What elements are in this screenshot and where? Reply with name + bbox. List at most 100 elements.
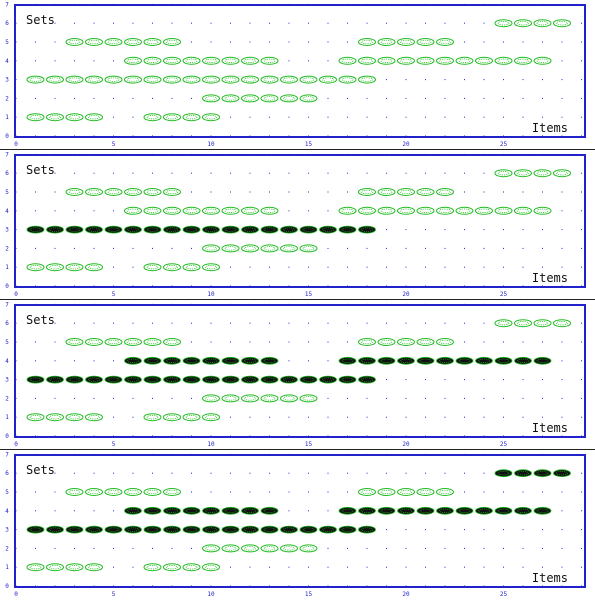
grid-dot — [288, 566, 290, 568]
data-point — [553, 169, 571, 178]
data-point-pattern — [419, 339, 432, 345]
grid-dot — [405, 116, 407, 118]
data-point-pattern — [205, 58, 217, 63]
grid-dot — [581, 191, 582, 193]
data-point — [514, 169, 532, 178]
grid-dot — [581, 322, 582, 324]
grid-dot — [93, 397, 95, 399]
data-point — [377, 338, 396, 346]
grid-dot — [308, 266, 309, 268]
grid-dot — [425, 529, 426, 531]
grid-dot — [347, 322, 348, 324]
grid-dot — [483, 22, 485, 24]
grid-dot — [113, 397, 114, 399]
data-point — [319, 375, 337, 384]
grid-dot — [405, 566, 407, 568]
grid-dot — [405, 397, 407, 399]
data-point — [124, 375, 142, 384]
data-point — [65, 375, 84, 384]
grid-dot — [191, 247, 192, 249]
grid-dot — [503, 79, 504, 81]
grid-dot — [581, 360, 582, 362]
grid-dot — [152, 547, 153, 549]
data-point — [163, 375, 181, 384]
grid-dot — [386, 97, 387, 99]
grid-dot — [327, 360, 329, 362]
data-point — [397, 38, 415, 46]
grid-dot — [269, 472, 270, 474]
data-point — [202, 413, 220, 422]
data-point-pattern — [166, 58, 178, 63]
data-point — [104, 225, 123, 234]
data-point — [202, 244, 220, 253]
data-point — [202, 525, 220, 534]
grid-dot — [444, 322, 446, 324]
grid-dot — [269, 416, 270, 418]
grid-dot — [405, 416, 407, 418]
data-point — [533, 506, 552, 515]
set-row-5 — [65, 488, 454, 496]
grid-dot — [191, 97, 192, 99]
data-point — [416, 356, 435, 365]
grid-dot — [288, 116, 290, 118]
data-point — [416, 506, 435, 515]
grid-dot — [483, 379, 485, 381]
data-point — [455, 506, 474, 515]
grid-dot — [74, 210, 75, 212]
data-point-pattern — [263, 546, 276, 551]
plot-frame — [14, 304, 586, 438]
grid-dot — [444, 529, 446, 531]
data-point — [338, 356, 357, 365]
grid-dot — [581, 397, 582, 399]
grid-dot — [269, 116, 270, 118]
data-point — [494, 169, 513, 178]
data-point — [397, 188, 415, 196]
data-point-pattern — [536, 321, 549, 326]
grid-dot — [425, 547, 426, 549]
grid-dot — [249, 491, 251, 493]
data-point — [143, 113, 162, 122]
grid-dot — [366, 322, 368, 324]
data-point-pattern — [205, 96, 217, 101]
data-point-pattern — [497, 21, 510, 26]
grid-dot — [522, 79, 524, 81]
data-point — [85, 525, 103, 534]
x-tick-label: 0 — [14, 141, 18, 148]
grid-dot — [191, 341, 192, 343]
data-point-pattern — [107, 489, 120, 495]
data-point — [241, 506, 259, 515]
data-point-pattern — [302, 546, 315, 551]
y-tick-label: 2 — [5, 245, 9, 252]
data-point — [124, 56, 142, 65]
grid-dot — [503, 266, 504, 268]
set-row-1 — [26, 563, 220, 572]
grid-dot — [54, 247, 56, 249]
grid-dot — [386, 529, 387, 531]
data-point-pattern — [107, 189, 120, 195]
data-point-pattern — [185, 77, 198, 82]
data-point — [202, 544, 220, 553]
data-point — [65, 225, 84, 234]
data-point-pattern — [88, 77, 100, 82]
data-point-pattern — [458, 58, 471, 63]
x-tick-label: 25 — [500, 441, 508, 448]
data-point-pattern — [166, 489, 178, 495]
grid-dot — [386, 172, 387, 174]
data-point — [299, 375, 318, 384]
grid-dot — [113, 97, 114, 99]
grid-dot — [561, 60, 563, 62]
grid-dot — [581, 491, 582, 493]
x-tick-label: 10 — [207, 591, 215, 598]
grid-dot — [522, 97, 524, 99]
data-point — [85, 413, 103, 422]
grid-dot — [230, 322, 231, 324]
data-point-pattern — [205, 377, 217, 382]
grid-dot — [522, 397, 524, 399]
data-point — [163, 206, 181, 215]
grid-dot — [561, 191, 563, 193]
data-point-pattern — [361, 58, 373, 63]
data-point — [241, 356, 259, 365]
data-point-pattern — [107, 77, 120, 82]
grid-dot — [405, 472, 407, 474]
grid-dot — [347, 247, 348, 249]
